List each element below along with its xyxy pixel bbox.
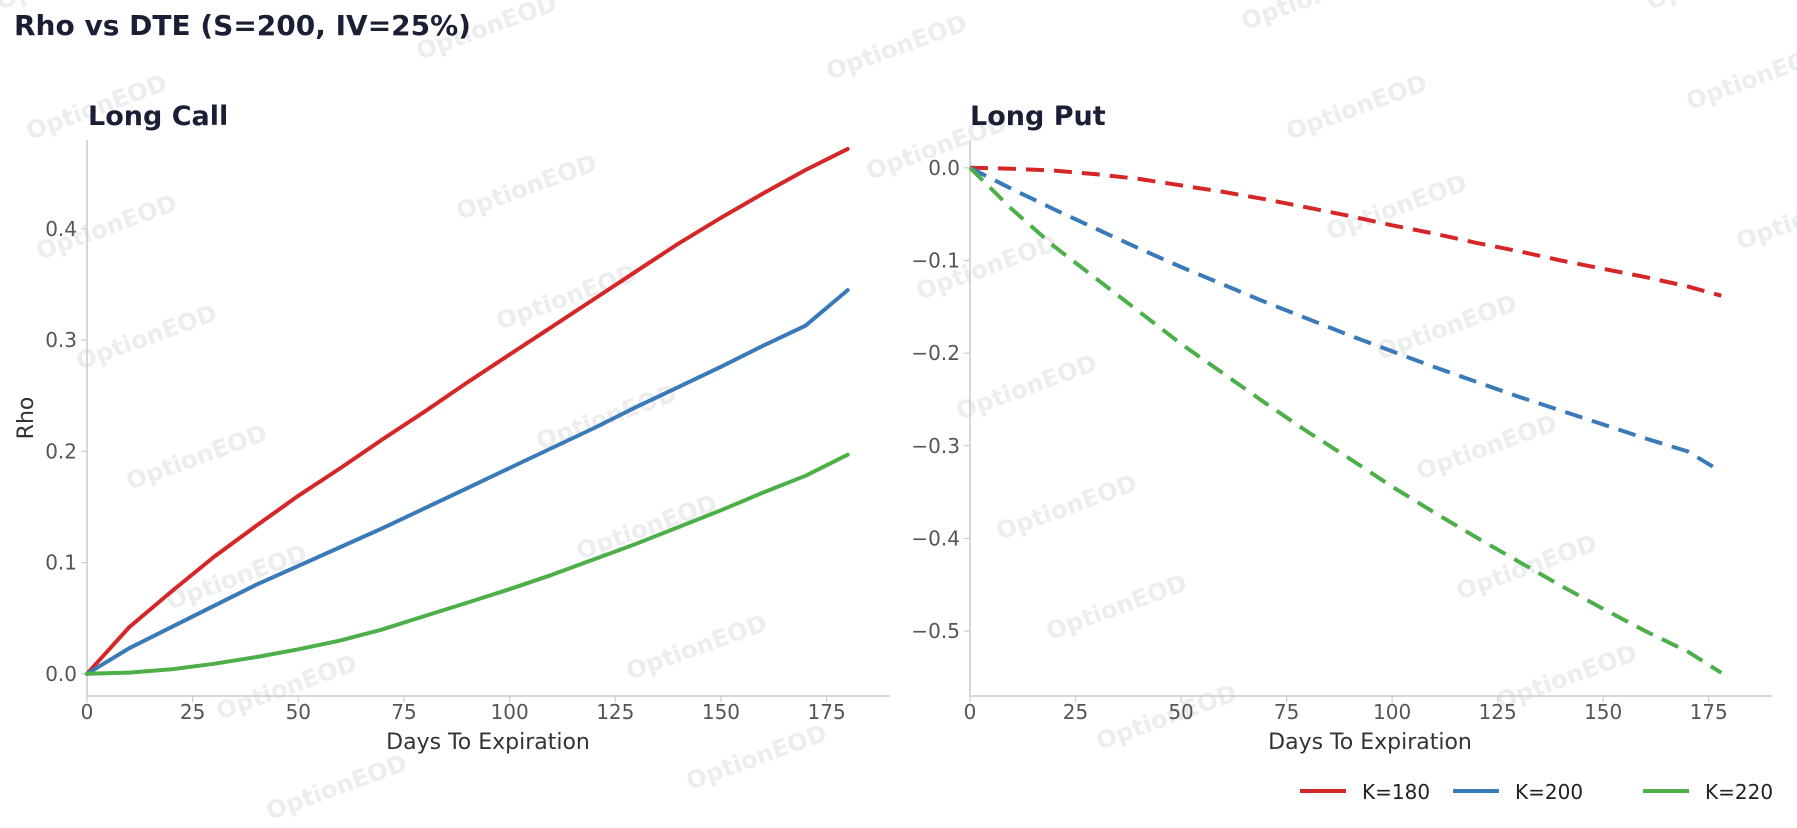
watermark-text: OptionEOD	[992, 469, 1140, 546]
watermark-text: OptionEOD	[622, 609, 770, 686]
watermark-text: OptionEOD	[952, 349, 1100, 426]
x-tick-label: 125	[596, 700, 634, 724]
x-tick-label: 175	[808, 700, 846, 724]
watermark-text: OptionEOD	[72, 299, 220, 376]
x-tick-label: 75	[391, 700, 416, 724]
long-put-panel: Long Put 0.0 −0.1 −0.2 −0.3 −0.4 −0.5 0 25 50 75…	[911, 101, 1772, 755]
watermark-text: OptionEOD	[822, 9, 970, 86]
watermark-text: OptionEOD	[1282, 69, 1430, 146]
watermark-text: OptionEOD	[1042, 569, 1190, 646]
watermark-text: OptionEOD	[1732, 179, 1797, 256]
legend-item: K=220	[1643, 780, 1773, 804]
watermark-text: OptionEOD	[1322, 169, 1470, 246]
y-tick-label: −0.5	[911, 619, 960, 643]
legend-label: K=200	[1515, 780, 1583, 804]
x-tick-label: 50	[286, 700, 311, 724]
long-call-x-axis-label: Days To Expiration	[386, 730, 590, 755]
long-call-y-axis-label: Rho	[14, 397, 39, 440]
legend-item: K=200	[1453, 780, 1583, 804]
y-tick-label: −0.1	[911, 248, 960, 272]
legend-label: K=220	[1705, 780, 1773, 804]
x-tick-label: 25	[180, 700, 205, 724]
long-call-y-ticks: 0.0 0.1 0.2 0.3 0.4	[45, 217, 87, 686]
watermark-text: OptionEOD	[532, 379, 680, 456]
long-put-x-axis-label: Days To Expiration	[1268, 730, 1472, 755]
watermark-text: OptionEOD	[122, 419, 270, 496]
watermark-text: OptionEOD	[1642, 0, 1790, 16]
watermark-text: OptionEOD	[1412, 409, 1560, 486]
y-tick-label: 0.0	[45, 662, 77, 686]
figure-title: Rho vs DTE (S=200, IV=25%)	[14, 9, 471, 42]
watermark-text: OptionEOD	[572, 489, 720, 566]
long-call-panel: Long Call 0.0 0.1 0.2 0.3 0.4 0 25 50 75 100 125 1…	[14, 101, 890, 755]
x-tick-label: 100	[1373, 700, 1411, 724]
long-put-title: Long Put	[970, 101, 1106, 132]
y-tick-label: −0.2	[911, 341, 960, 365]
series-line-k-220	[968, 166, 1723, 675]
x-tick-label: 150	[702, 700, 740, 724]
watermark-text: OptionEOD	[492, 259, 640, 336]
y-tick-label: −0.4	[911, 526, 960, 550]
long-put-y-ticks: 0.0 −0.1 −0.2 −0.3 −0.4 −0.5	[911, 156, 970, 643]
y-tick-label: 0.4	[45, 217, 77, 241]
long-put-x-ticks: 0 25 50 75 100 125 150 175	[964, 696, 1728, 724]
series-line-k-180	[969, 165, 1722, 298]
legend-item: K=180	[1300, 780, 1430, 804]
series-line-k-200	[969, 166, 1723, 474]
watermark-text: OptionEOD	[1092, 679, 1240, 756]
long-call-series	[85, 146, 850, 676]
series-line-k-180	[85, 146, 850, 676]
x-tick-label: 25	[1063, 700, 1088, 724]
long-call-title: Long Call	[88, 101, 228, 132]
y-tick-label: −0.3	[911, 434, 960, 458]
watermark-text: OptionEOD	[452, 149, 600, 226]
x-tick-label: 100	[491, 700, 529, 724]
long-put-series	[968, 165, 1723, 675]
legend-label: K=180	[1362, 780, 1430, 804]
x-tick-label: 150	[1584, 700, 1622, 724]
x-tick-label: 175	[1690, 700, 1728, 724]
y-tick-label: 0.0	[928, 156, 960, 180]
watermark-text: OptionEOD	[1237, 0, 1385, 36]
legend: K=180 K=200 K=220	[1300, 780, 1773, 804]
x-tick-label: 75	[1274, 700, 1299, 724]
y-tick-label: 0.1	[45, 551, 77, 575]
x-tick-label: 125	[1479, 700, 1517, 724]
y-tick-label: 0.3	[45, 328, 77, 352]
watermark-text: OptionEOD	[262, 749, 410, 826]
long-call-x-ticks: 0 25 50 75 100 125 150 175	[81, 696, 846, 724]
watermark-text: OptionEOD	[1682, 39, 1797, 116]
x-tick-label: 0	[964, 700, 977, 724]
series-line-k-220	[85, 452, 850, 676]
watermark-text: OptionEOD	[162, 539, 310, 616]
y-tick-label: 0.2	[45, 439, 77, 463]
watermark-text: OptionEOD	[682, 719, 830, 796]
x-tick-label: 50	[1168, 700, 1193, 724]
series-line-k-200	[85, 288, 850, 676]
x-tick-label: 0	[81, 700, 94, 724]
